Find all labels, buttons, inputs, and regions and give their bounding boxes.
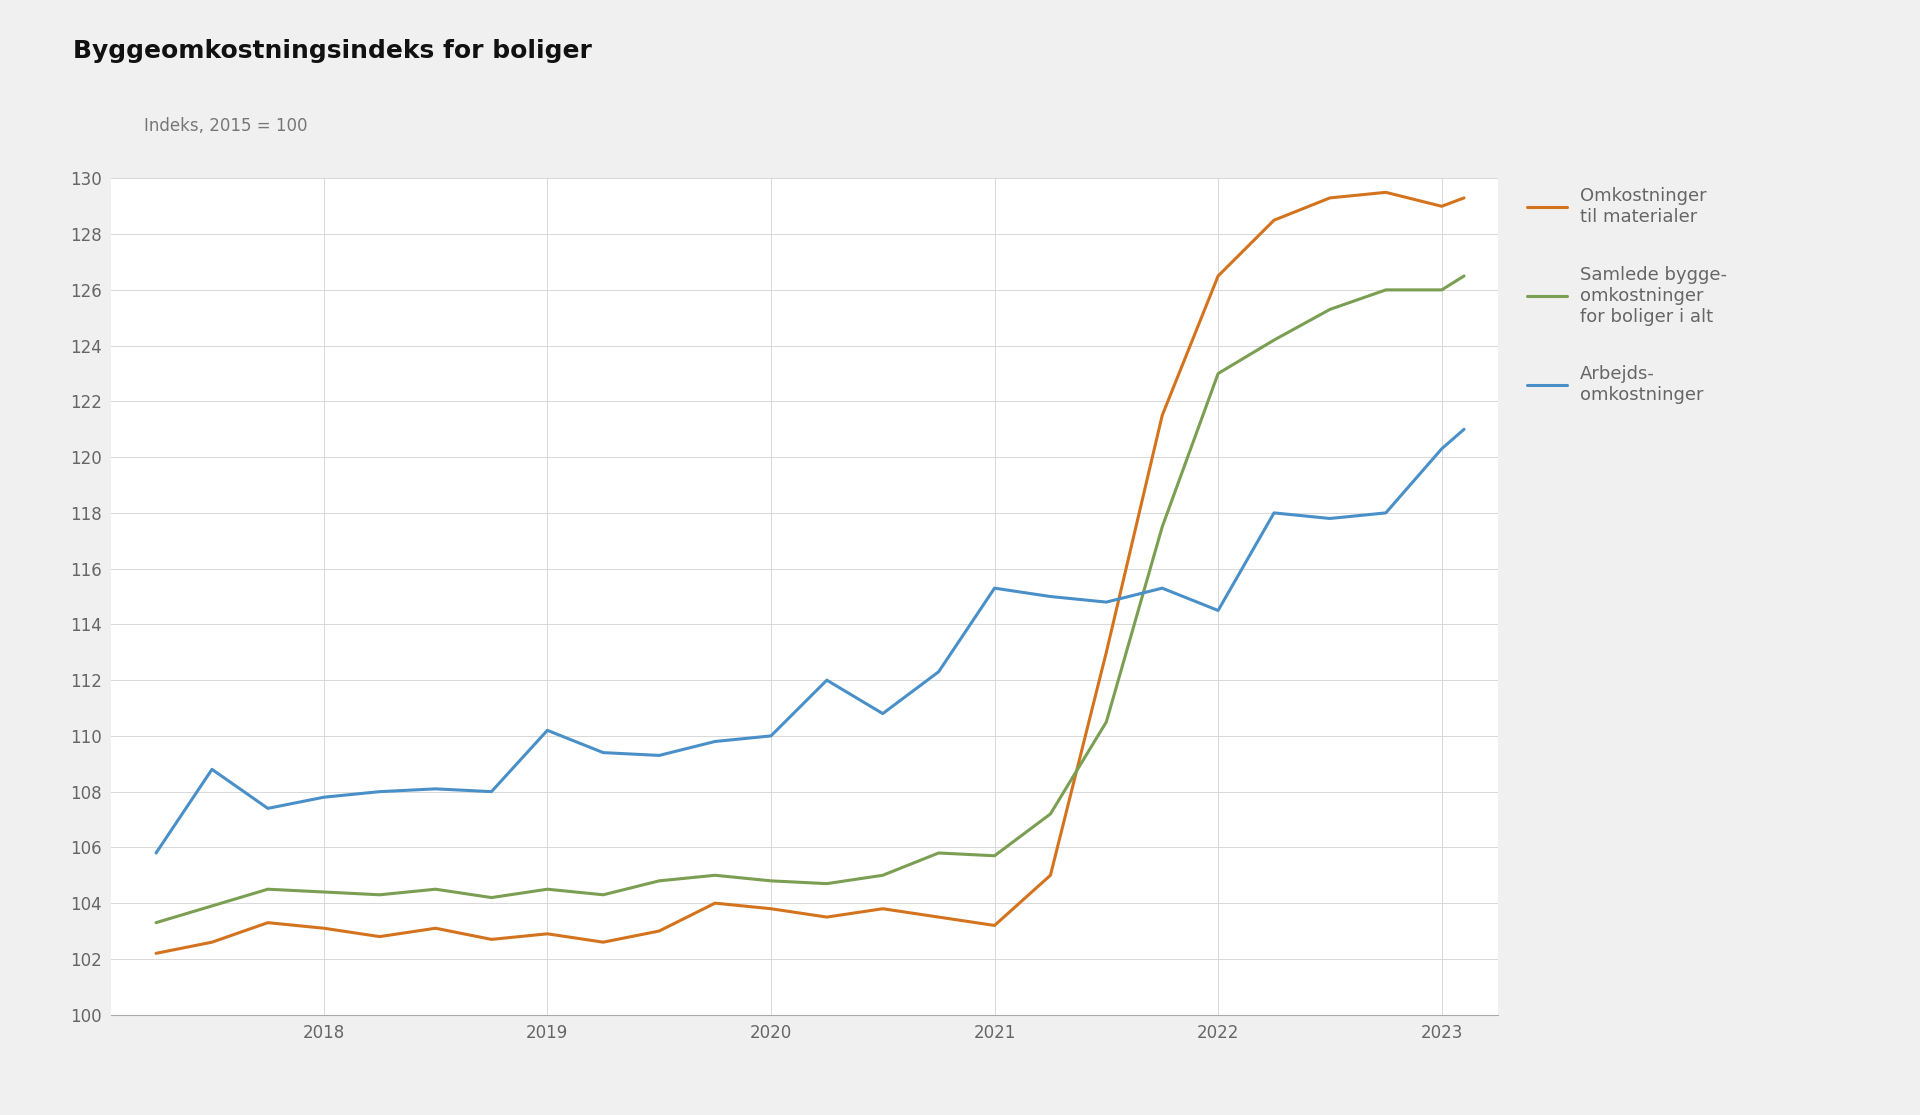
Legend: Omkostninger
til materialer, Samlede bygge-
omkostninger
for boliger i alt, Arbe: Omkostninger til materialer, Samlede byg… bbox=[1528, 187, 1726, 404]
Text: Indeks, 2015 = 100: Indeks, 2015 = 100 bbox=[144, 117, 307, 135]
Text: Byggeomkostningsindeks for boliger: Byggeomkostningsindeks for boliger bbox=[73, 39, 591, 64]
